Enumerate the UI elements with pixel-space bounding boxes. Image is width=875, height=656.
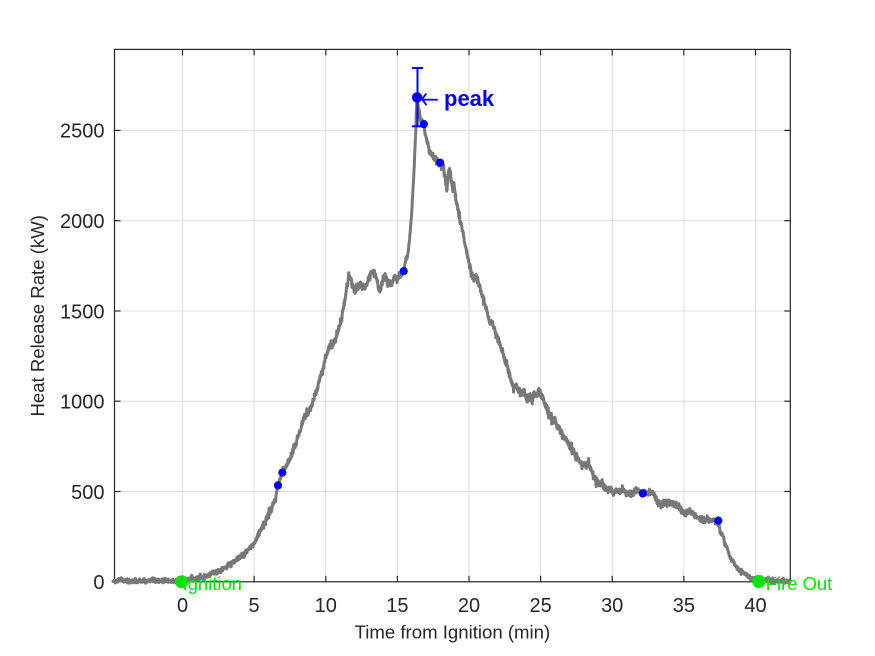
svg-text:15: 15 xyxy=(386,595,408,617)
svg-text:30: 30 xyxy=(601,595,623,617)
svg-text:1500: 1500 xyxy=(60,301,105,323)
svg-text:0: 0 xyxy=(177,595,188,617)
svg-text:Time from Ignition (min): Time from Ignition (min) xyxy=(355,622,551,643)
svg-text:20: 20 xyxy=(458,595,480,617)
svg-text:0: 0 xyxy=(93,572,104,594)
svg-text:peak: peak xyxy=(444,86,495,111)
svg-text:Ignition: Ignition xyxy=(183,573,242,594)
svg-text:500: 500 xyxy=(71,482,104,504)
svg-text:35: 35 xyxy=(673,595,695,617)
svg-text:10: 10 xyxy=(315,595,337,617)
svg-text:2500: 2500 xyxy=(60,121,105,143)
svg-text:5: 5 xyxy=(249,595,260,617)
svg-text:Heat Release Rate (kW): Heat Release Rate (kW) xyxy=(27,215,48,417)
svg-text:Fire Out: Fire Out xyxy=(766,573,832,594)
svg-text:25: 25 xyxy=(529,595,551,617)
svg-text:40: 40 xyxy=(744,595,766,617)
svg-text:2000: 2000 xyxy=(60,211,105,233)
svg-text:1000: 1000 xyxy=(60,392,105,414)
